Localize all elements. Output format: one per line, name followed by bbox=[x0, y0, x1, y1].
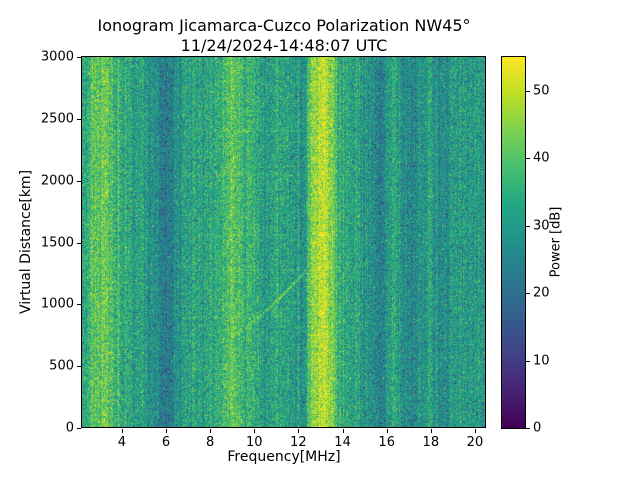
colorbar-tick-mark bbox=[526, 428, 530, 429]
x-tick-mark bbox=[298, 429, 300, 433]
x-tick-mark bbox=[474, 429, 476, 433]
colorbar-tick-mark bbox=[526, 360, 530, 362]
y-tick-mark bbox=[77, 242, 81, 244]
colorbar-tick-label: 50 bbox=[533, 83, 550, 99]
y-tick-label: 0 bbox=[65, 420, 74, 436]
x-tick-label: 6 bbox=[161, 435, 171, 450]
heatmap-plot bbox=[82, 57, 486, 428]
colorbar bbox=[502, 57, 525, 428]
y-tick-mark bbox=[77, 428, 81, 429]
y-tick-label: 3000 bbox=[40, 49, 74, 65]
y-tick-mark bbox=[77, 366, 81, 368]
y-tick-label: 1000 bbox=[40, 296, 74, 312]
x-tick-label: 4 bbox=[117, 435, 127, 450]
x-tick-label: 16 bbox=[378, 435, 395, 450]
y-tick-mark bbox=[77, 57, 81, 58]
x-tick-mark bbox=[342, 429, 344, 433]
x-tick-mark bbox=[166, 429, 168, 433]
x-tick-mark bbox=[254, 429, 256, 433]
chart-title: Ionogram Jicamarca-Cuzco Polarization NW… bbox=[97, 16, 471, 35]
x-tick-label: 20 bbox=[466, 435, 484, 450]
colorbar-tick-label: 30 bbox=[533, 218, 550, 234]
x-tick-mark bbox=[430, 429, 432, 433]
colorbar-tick-mark bbox=[526, 293, 530, 295]
x-tick-label: 14 bbox=[334, 435, 351, 450]
colorbar-tick-label: 20 bbox=[533, 285, 550, 301]
x-tick-mark bbox=[121, 429, 123, 433]
y-tick-label: 2500 bbox=[40, 111, 74, 127]
y-tick-mark bbox=[77, 304, 81, 306]
y-tick-mark bbox=[77, 180, 81, 182]
chart-subtitle: 11/24/2024-14:48:07 UTC bbox=[180, 36, 388, 55]
colorbar-tick-mark bbox=[526, 158, 530, 160]
x-tick-label: 8 bbox=[206, 435, 215, 450]
x-tick-mark bbox=[386, 429, 388, 433]
y-tick-label: 2000 bbox=[40, 173, 74, 189]
colorbar-tick-label: 10 bbox=[533, 353, 550, 369]
chart-title-block: Ionogram Jicamarca-Cuzco Polarization NW… bbox=[82, 16, 486, 56]
colorbar-tick-mark bbox=[526, 225, 530, 227]
colorbar-tick-label: 40 bbox=[533, 150, 550, 166]
y-tick-label: 500 bbox=[49, 358, 74, 374]
y-tick-label: 1500 bbox=[40, 235, 74, 250]
x-tick-label: 10 bbox=[246, 435, 263, 450]
colorbar-tick-label: 0 bbox=[533, 420, 542, 436]
x-tick-mark bbox=[210, 429, 212, 433]
x-tick-label: 12 bbox=[290, 435, 307, 450]
colorbar-label: Power [dB] bbox=[548, 206, 564, 278]
colorbar-tick-mark bbox=[526, 90, 530, 92]
y-tick-mark bbox=[77, 118, 81, 120]
x-axis-label: Frequency[MHz] bbox=[227, 449, 341, 465]
x-tick-label: 18 bbox=[422, 435, 440, 450]
